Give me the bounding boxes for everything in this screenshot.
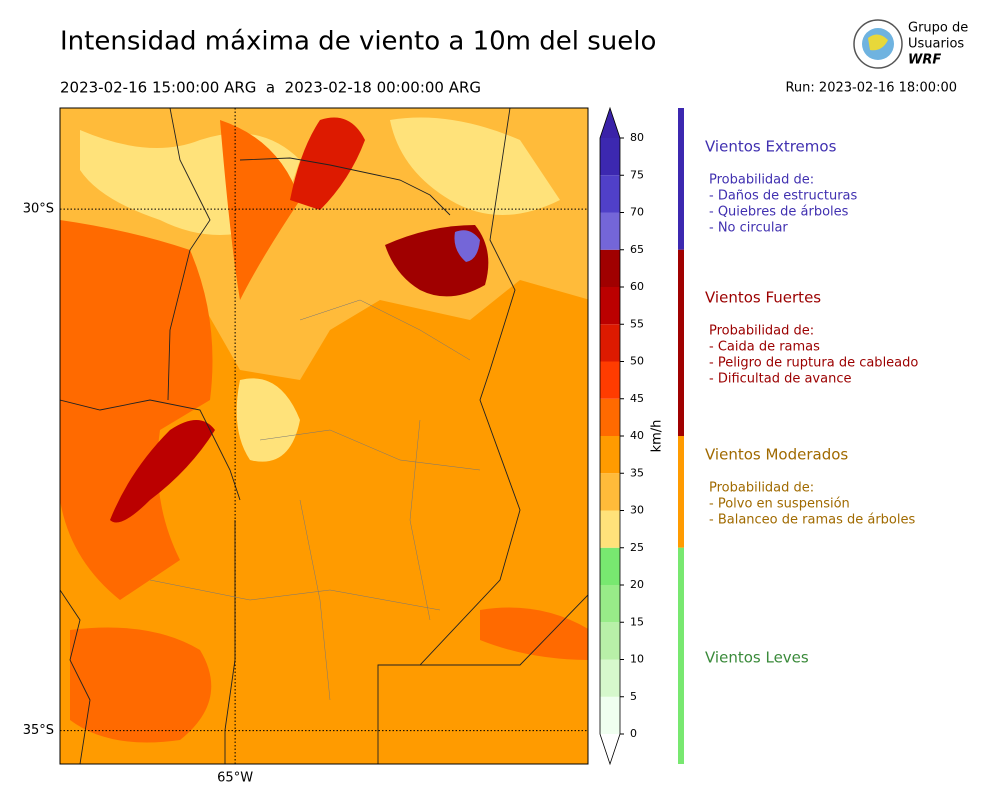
colorbar-segment xyxy=(600,436,620,474)
lat-label: 30°S xyxy=(23,202,54,217)
logo-text: Grupo de xyxy=(908,21,968,36)
field-patch xyxy=(70,627,212,743)
legend-line: - Polvo en suspensión xyxy=(709,497,850,512)
legend-title: Vientos Fuertes xyxy=(705,289,821,307)
colorbar-tick-label: 30 xyxy=(630,504,644,517)
colorbar-tick-label: 5 xyxy=(630,690,637,703)
legend-line: Probabilidad de: xyxy=(709,324,814,339)
field-patch xyxy=(454,230,480,262)
colorbar-tick-label: 50 xyxy=(630,355,644,368)
colorbar-extend-bottom xyxy=(600,734,620,764)
border xyxy=(380,594,588,666)
field-patch xyxy=(220,120,300,300)
run: Run: 2023-02-16 18:00:00 xyxy=(785,81,957,96)
border xyxy=(60,399,241,501)
colorbar-tick-label: 60 xyxy=(630,280,644,293)
colorbar-tick-label: 55 xyxy=(630,317,644,330)
legend-bar xyxy=(678,547,684,764)
legend-line: - No circular xyxy=(709,221,788,236)
colorbar-segment xyxy=(600,212,620,250)
colorbar-tick-label: 25 xyxy=(630,541,644,554)
colorbar-tick-label: 15 xyxy=(630,615,644,628)
colorbar-label: km/h xyxy=(650,420,665,453)
colorbar-segment xyxy=(600,249,620,287)
legend-title: Vientos Extremos xyxy=(705,138,837,156)
legend-bar xyxy=(678,436,684,548)
logo: Grupo de Usuarios WRF xyxy=(853,19,968,69)
legend-line: - Peligro de ruptura de cableado xyxy=(709,356,918,371)
title: Intensidad máxima de viento a 10m del su… xyxy=(60,27,656,57)
colorbar-segment xyxy=(600,398,620,436)
lat-label: 35°S xyxy=(23,723,54,738)
border xyxy=(224,520,236,764)
colorbar-tick-label: 65 xyxy=(630,243,644,256)
field-patch xyxy=(60,220,213,600)
logo-text: Usuarios xyxy=(908,37,964,52)
colorbar-tick-label: 75 xyxy=(630,168,644,181)
map-frame xyxy=(59,107,589,765)
border xyxy=(167,108,211,401)
colorbar-segment xyxy=(600,361,620,399)
colorbar-segment xyxy=(600,138,620,176)
colorbar-tick-label: 10 xyxy=(630,653,644,666)
lon-label: 65°W xyxy=(217,771,253,786)
department xyxy=(149,299,481,701)
colorbar-segment xyxy=(600,585,620,623)
legend-line: - Caida de ramas xyxy=(709,340,820,355)
field-patch xyxy=(290,117,365,210)
legend-bar xyxy=(678,249,684,436)
legend-line: - Daños de estructuras xyxy=(709,189,858,204)
legend-line: Probabilidad de: xyxy=(709,173,814,188)
colorbar-tick-label: 35 xyxy=(630,466,644,479)
colorbar-segment xyxy=(600,473,620,511)
colorbar-segment xyxy=(600,324,620,362)
border xyxy=(60,589,91,764)
legend-title: Vientos Leves xyxy=(705,649,809,667)
colorbar-segment xyxy=(600,659,620,697)
colorbar-tick-label: 80 xyxy=(630,131,644,144)
map xyxy=(60,108,588,764)
colorbar-segment xyxy=(600,510,620,548)
colorbar-segment xyxy=(600,175,620,213)
field-patch xyxy=(110,420,215,523)
borders xyxy=(60,108,588,764)
colorbar-tick-label: 45 xyxy=(630,392,644,405)
field-patch xyxy=(480,607,588,660)
colorbar-segment xyxy=(600,696,620,734)
legend-bar xyxy=(678,108,684,250)
colorbar-segment xyxy=(600,547,620,585)
legend-line: - Balanceo de ramas de árboles xyxy=(709,513,915,528)
legend-line: - Quiebres de árboles xyxy=(709,205,849,220)
colorbar-segment xyxy=(600,622,620,660)
colorbar-tick-label: 0 xyxy=(630,727,637,740)
departments xyxy=(149,299,481,701)
legend-line: Probabilidad de: xyxy=(709,481,814,496)
colorbar-extend-top xyxy=(600,108,620,138)
colorbar-tick-label: 70 xyxy=(630,206,644,219)
field-patch xyxy=(390,117,560,215)
logo-text: WRF xyxy=(908,53,941,68)
field-patch xyxy=(236,378,300,462)
period: 2023-02-16 15:00:00 ARG a 2023-02-18 00:… xyxy=(60,79,481,97)
colorbar-segment xyxy=(600,287,620,325)
colorbar-tick-label: 20 xyxy=(630,578,644,591)
legend-line: - Dificultad de avance xyxy=(709,372,851,387)
legend-title: Vientos Moderados xyxy=(705,446,848,464)
logo-land xyxy=(868,34,888,51)
colorbar-tick-label: 40 xyxy=(630,429,644,442)
border xyxy=(239,157,451,216)
